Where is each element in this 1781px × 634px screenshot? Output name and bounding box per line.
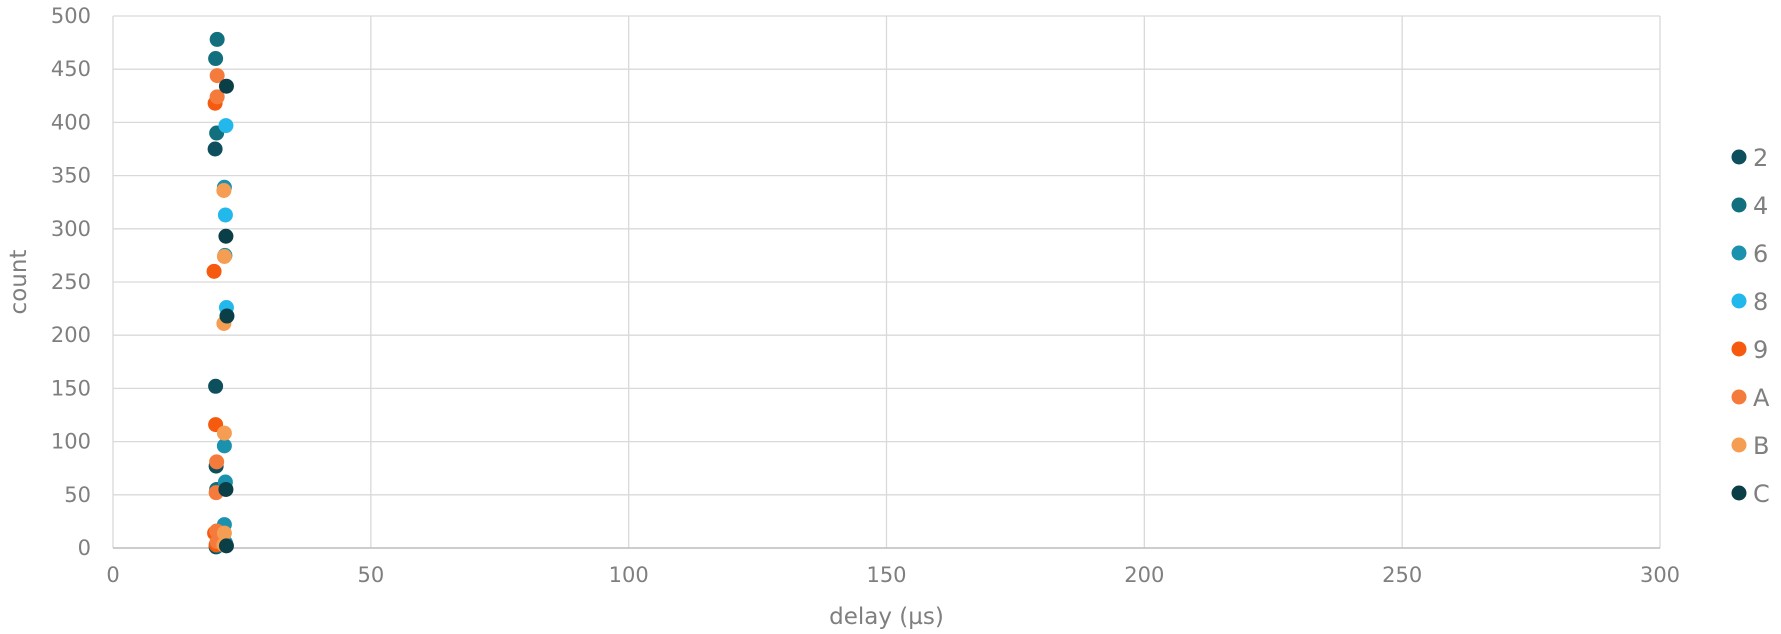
legend-label: C	[1753, 480, 1770, 508]
x-tick-label: 200	[1124, 563, 1164, 587]
data-point	[208, 51, 224, 67]
x-axis-title: delay (µs)	[829, 604, 944, 630]
x-tick-label: 0	[106, 563, 119, 587]
legend-item: 8	[1731, 288, 1768, 316]
data-point	[208, 378, 224, 394]
legend-item: 2	[1731, 144, 1768, 172]
legend-item: B	[1731, 432, 1769, 460]
legend: 2 4 6 8 9 ABC	[1731, 144, 1770, 508]
x-tick-label: 250	[1382, 563, 1422, 587]
y-tick-label: 50	[64, 483, 91, 507]
data-point	[218, 481, 234, 497]
legend-marker	[1731, 389, 1747, 405]
legend-item: C	[1731, 480, 1770, 508]
data-point	[218, 78, 234, 94]
x-tick-label: 50	[357, 563, 384, 587]
legend-marker	[1731, 245, 1747, 261]
legend-label: 9	[1753, 336, 1768, 364]
data-point	[209, 89, 225, 105]
legend-label: A	[1753, 384, 1770, 412]
data-point	[216, 525, 232, 541]
y-axis-title: count	[6, 250, 32, 315]
legend-marker	[1731, 437, 1747, 453]
legend-label: 6	[1753, 240, 1768, 268]
legend-item: 9	[1731, 336, 1768, 364]
y-tick-label: 0	[78, 536, 91, 560]
data-point	[209, 31, 225, 47]
legend-marker	[1731, 197, 1747, 213]
legend-item: 6	[1731, 240, 1768, 268]
data-point	[219, 308, 235, 324]
data-point	[218, 538, 234, 554]
data-point	[218, 228, 234, 244]
data-point	[209, 454, 225, 470]
data-point	[216, 248, 232, 264]
data-point	[218, 118, 234, 134]
y-tick-label: 400	[51, 110, 91, 134]
data-point	[207, 141, 223, 157]
data-point	[216, 182, 232, 198]
gridlines	[112, 15, 1661, 549]
legend-marker	[1731, 293, 1747, 309]
legend-marker	[1731, 341, 1747, 357]
x-tick-label: 300	[1640, 563, 1680, 587]
legend-marker	[1731, 485, 1747, 501]
y-tick-label: 150	[51, 376, 91, 400]
x-tick-label: 100	[609, 563, 649, 587]
y-tick-label: 500	[51, 4, 91, 28]
legend-label: 2	[1753, 144, 1768, 172]
x-tick-label: 150	[866, 563, 906, 587]
y-tick-label: 350	[51, 164, 91, 188]
legend-marker	[1731, 149, 1747, 165]
data-point	[209, 68, 225, 84]
y-tick-label: 300	[51, 217, 91, 241]
y-tick-label: 250	[51, 270, 91, 294]
y-tick-label: 200	[51, 323, 91, 347]
axes: 0 50 100 150 200 250 300 350 400 450 500 0 50 100 150 2…	[51, 4, 1680, 587]
data-point	[206, 263, 222, 279]
legend-label: 8	[1753, 288, 1768, 316]
data-points	[206, 31, 235, 555]
legend-label: B	[1753, 432, 1769, 460]
data-point	[216, 438, 232, 454]
legend-label: 4	[1753, 192, 1768, 220]
data-point	[217, 207, 233, 223]
data-point	[216, 425, 232, 441]
legend-item: A	[1731, 384, 1770, 412]
y-tick-label: 100	[51, 430, 91, 454]
y-tick-label: 450	[51, 57, 91, 81]
legend-item: 4	[1731, 192, 1768, 220]
